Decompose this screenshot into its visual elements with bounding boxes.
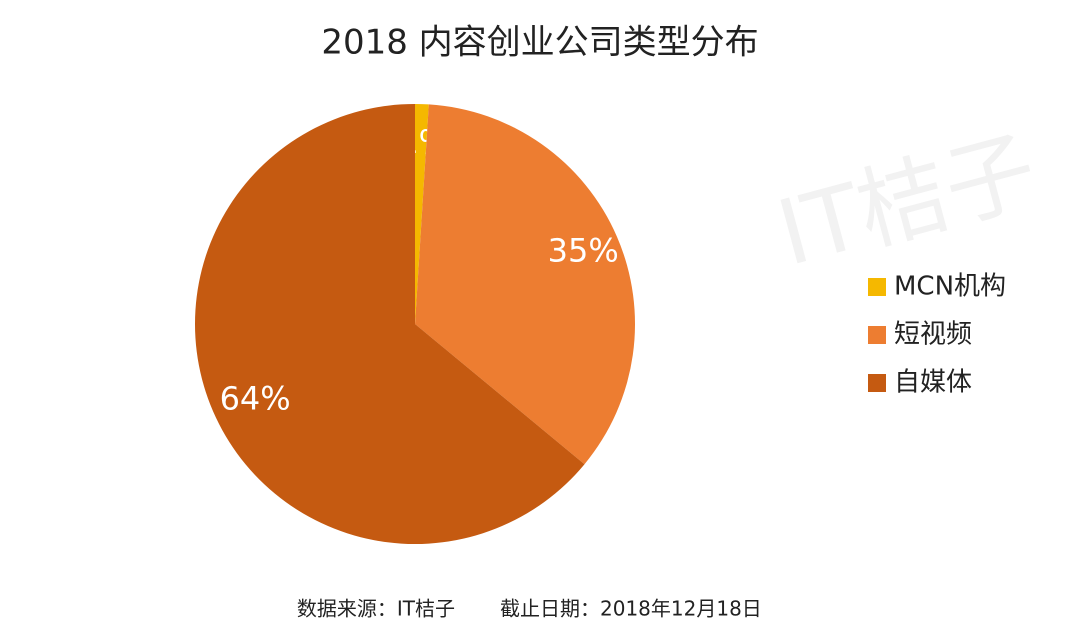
chart-title: 2018 内容创业公司类型分布: [321, 23, 758, 63]
pie-slice: [194, 104, 585, 544]
note: 截止日期：2018年12月18日: [500, 597, 762, 621]
legend-swatch: [868, 374, 886, 392]
pie: 1%35%64%: [194, 104, 635, 544]
legend-swatch: [868, 326, 886, 344]
source: 数据来源：IT桔子: [297, 597, 455, 621]
legend-label: 短视频: [894, 320, 972, 350]
pie-slice: [415, 104, 429, 324]
legend-label: MCN机构: [894, 272, 1006, 302]
pie-slice: [415, 104, 635, 465]
legend-label: 自媒体: [894, 368, 972, 398]
watermark: IT桔子: [768, 118, 1048, 287]
legend-swatch: [868, 278, 886, 296]
data-label: 35%: [548, 232, 619, 270]
data-label: 64%: [220, 380, 291, 418]
